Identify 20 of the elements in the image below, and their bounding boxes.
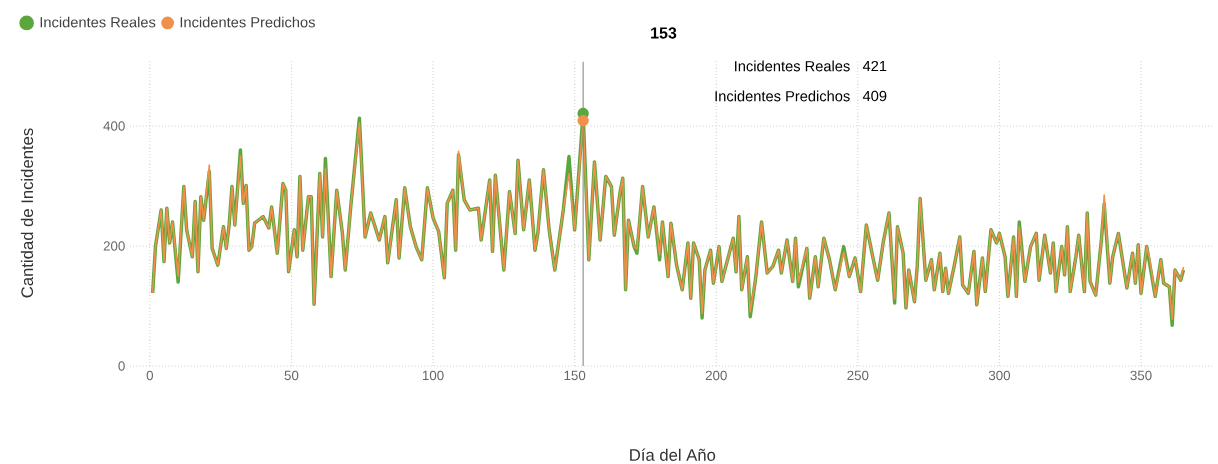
x-tick-label: 250 xyxy=(847,370,869,381)
x-tick-label: 100 xyxy=(422,370,444,381)
annotation: 421 xyxy=(862,60,887,72)
x-tick-label: 150 xyxy=(564,370,586,381)
x-tick-label: 50 xyxy=(284,370,299,381)
text: 153 xyxy=(651,27,677,39)
annotation: 409 xyxy=(862,90,887,102)
x-axis-title: Día del Año xyxy=(630,448,716,461)
y-tick-label: 400 xyxy=(103,121,125,131)
x-tick-label: 350 xyxy=(1130,370,1152,381)
x-tick-label: 300 xyxy=(988,370,1011,381)
y-tick-label: 0 xyxy=(118,361,125,371)
x-tick-label: 0 xyxy=(146,370,154,381)
legend-label: Incidentes Reales xyxy=(40,16,156,28)
y-tick-label: 200 xyxy=(103,241,125,251)
text: Incidentes Predichos xyxy=(715,90,850,102)
y-axis-title: Cantidad de Incidentes xyxy=(20,128,34,298)
x-tick-label: 200 xyxy=(705,370,727,381)
legend-label: Incidentes Predichos xyxy=(180,16,315,28)
text: Incidentes Reales xyxy=(735,60,850,72)
